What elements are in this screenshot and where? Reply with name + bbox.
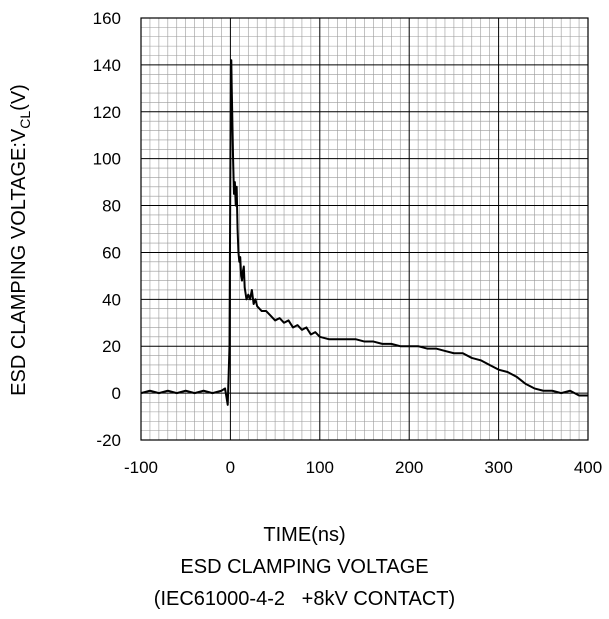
x-axis-label: TIME(ns) <box>263 524 346 546</box>
x-tick-labels: -100 0 100 200 300 400 <box>124 458 602 477</box>
series-line <box>140 59 588 406</box>
x-tick-label: 100 <box>306 458 334 477</box>
series-layer <box>140 59 588 406</box>
y-tick-label: 140 <box>93 56 121 75</box>
y-tick-label: 40 <box>102 290 121 309</box>
caption-line-1: ESD CLAMPING VOLTAGE <box>180 556 429 578</box>
major-grid <box>141 18 588 440</box>
y-tick-label: 0 <box>112 384 121 403</box>
y-tick-label: 100 <box>93 150 121 169</box>
y-tick-labels: 160 140 120 100 80 60 40 20 0 -20 <box>93 9 121 450</box>
y-axis-label-sub: CL <box>17 111 33 129</box>
plot-frame <box>140 17 589 441</box>
minor-grid <box>141 18 588 440</box>
y-tick-label: 20 <box>102 337 121 356</box>
y-tick-label: -20 <box>96 431 121 450</box>
y-tick-label: 80 <box>102 197 121 216</box>
y-tick-label: 60 <box>102 243 121 262</box>
x-tick-label: 400 <box>574 458 602 477</box>
y-axis-label-main: ESD CLAMPING VOLTAGE:V <box>8 128 30 396</box>
y-tick-label: 120 <box>93 103 121 122</box>
y-axis-label-unit: (V) <box>8 84 30 111</box>
x-tick-label: 200 <box>395 458 423 477</box>
x-tick-label: 0 <box>226 458 235 477</box>
y-tick-label: 160 <box>93 9 121 28</box>
x-tick-label: -100 <box>124 458 158 477</box>
caption-line-2: (IEC61000-4-2 +8kV CONTACT) <box>153 588 456 610</box>
y-axis-label: ESD CLAMPING VOLTAGE:VCL(V) <box>8 84 33 396</box>
x-tick-label: 300 <box>484 458 512 477</box>
